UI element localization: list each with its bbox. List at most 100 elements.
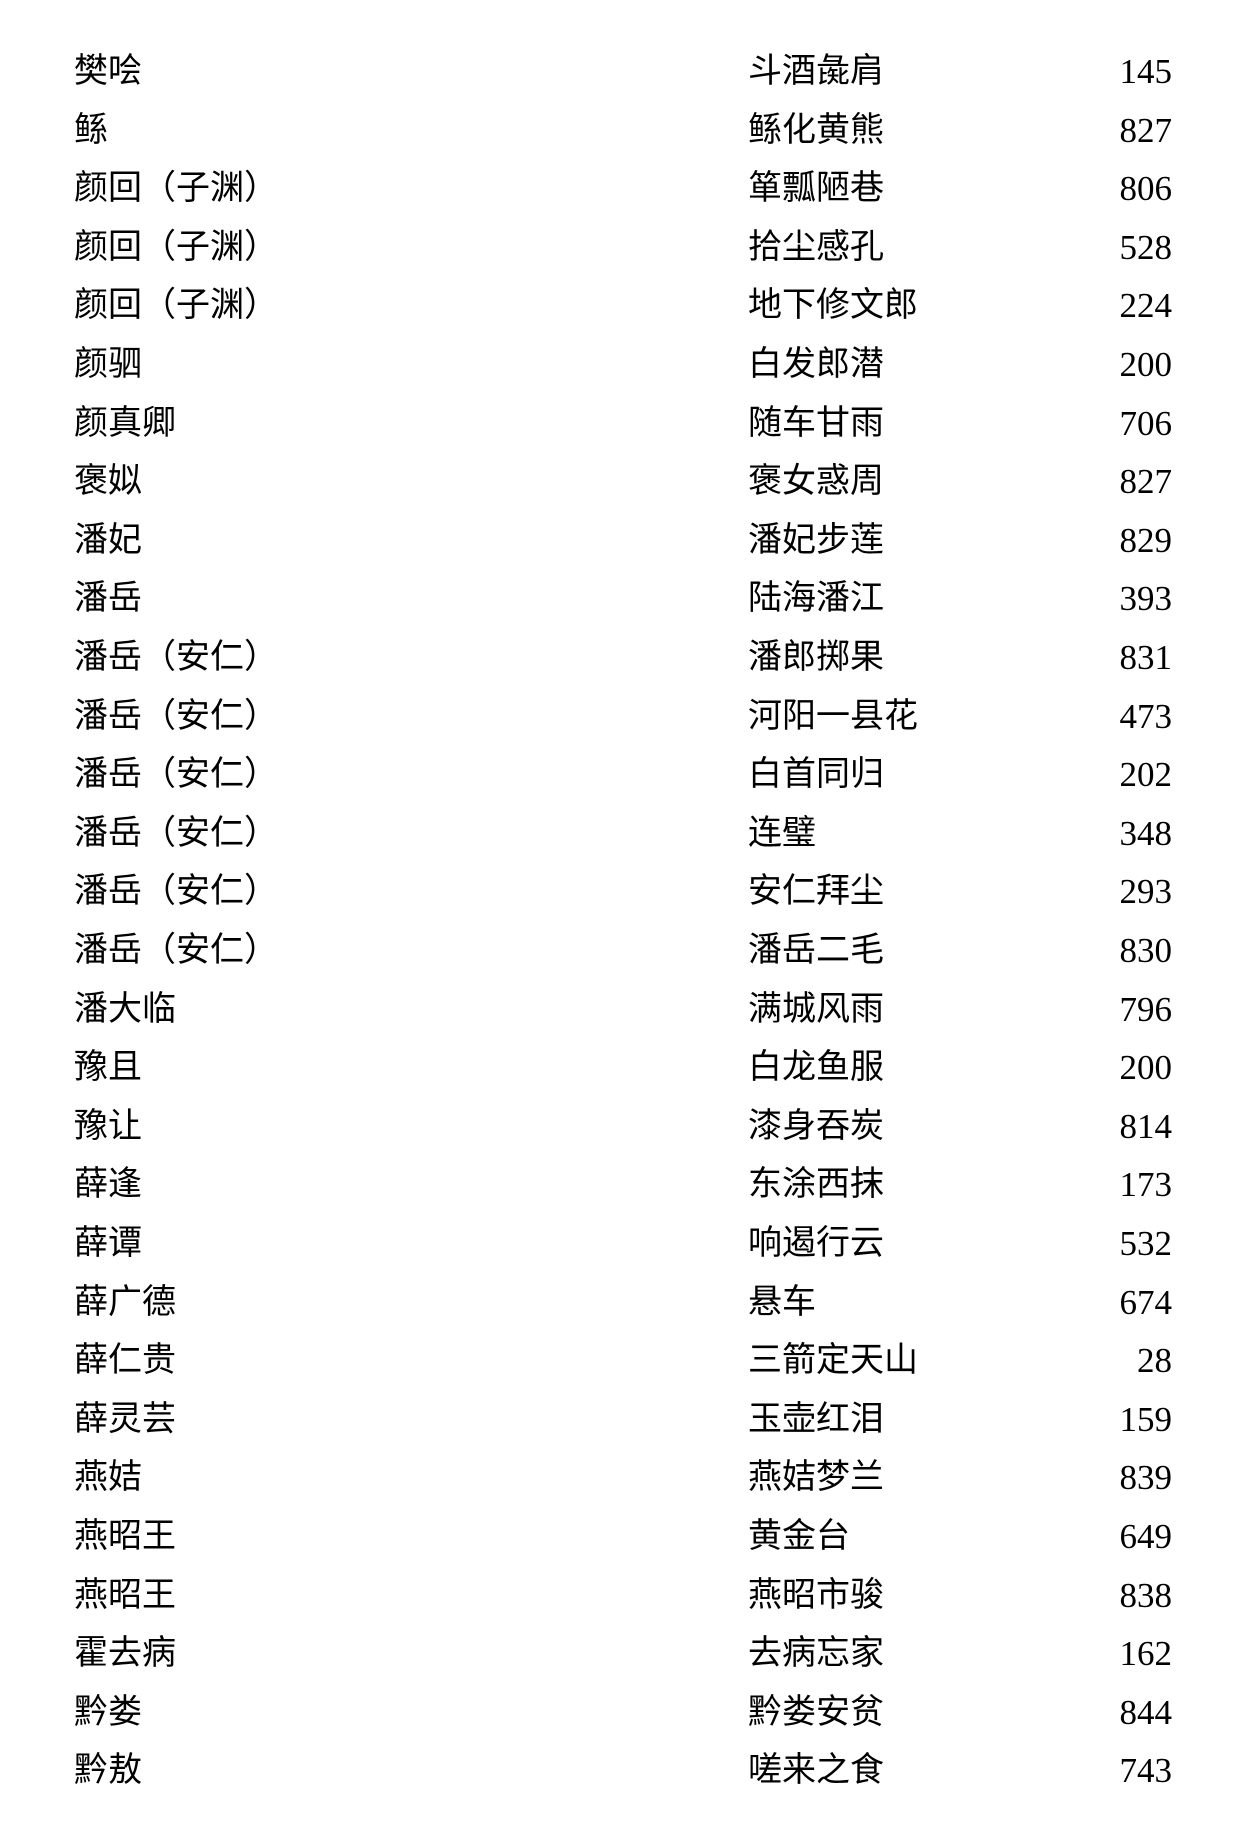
page-number: 839 [1119,1458,1173,1498]
index-entry: 潘岳（安仁） 潘岳二毛 830 [0,926,1235,976]
person-name: 霍去病 [74,1635,176,1673]
page-number: 173 [1119,1165,1173,1205]
page-number: 532 [1119,1224,1173,1263]
page-number: 293 [1119,872,1173,912]
page-number: 348 [1119,813,1173,853]
index-entry: 薛广德 悬车 674 [0,1278,1235,1328]
idiom-text: 玉壶红泪 [748,1400,884,1438]
idiom-text: 安仁拜尘 [748,873,884,911]
index-entry: 潘岳（安仁） 白首同归 202 [0,750,1235,800]
index-entry: 豫且 白龙鱼服 200 [0,1043,1235,1093]
index-entry: 潘妃 潘妃步莲 829 [0,516,1235,566]
page-number: 827 [1119,110,1173,150]
index-entry: 燕昭王 黄金台 649 [0,1512,1235,1562]
idiom-text: 三箭定天山 [748,1342,918,1380]
idiom-text: 地下修文郎 [748,287,918,325]
index-entry: 潘岳 陆海潘江 393 [0,574,1235,624]
index-entry: 豫让 漆身吞炭 814 [0,1102,1235,1152]
person-name: 潘岳（安仁） [74,814,278,852]
index-entry: 霍去病 去病忘家 162 [0,1629,1235,1679]
page-number: 473 [1119,696,1173,736]
index-entry: 鲧 鲧化黄熊 827 [0,106,1235,156]
person-name: 樊哙 [74,53,142,90]
index-entry: 薛逢 东涂西抹 173 [0,1160,1235,1210]
index-entry: 潘岳（安仁） 河阳一县花 473 [0,692,1235,742]
index-entry: 颜驷 白发郎潜 200 [0,340,1235,390]
person-name: 黔敖 [74,1752,142,1790]
index-entry: 薛仁贵 三箭定天山 28 [0,1336,1235,1386]
index-entry: 黔娄 黔娄安贫 844 [0,1688,1235,1738]
page-number: 224 [1119,286,1173,326]
idiom-text: 斗酒彘肩 [748,53,884,90]
person-name: 潘岳（安仁） [74,873,278,911]
page-number: 393 [1119,579,1173,619]
index-entry: 潘岳（安仁） 连璧 348 [0,809,1235,859]
page-number: 814 [1119,1106,1173,1146]
person-name: 潘岳 [74,580,142,618]
person-name: 褒姒 [74,463,142,501]
idiom-text: 白首同归 [748,756,884,794]
idiom-text: 响遏行云 [748,1225,884,1262]
page-number: 159 [1119,1399,1173,1439]
page-number: 844 [1119,1692,1173,1732]
index-entry: 燕姞 燕姞梦兰 839 [0,1453,1235,1503]
person-name: 颜真卿 [74,404,176,442]
idiom-text: 潘岳二毛 [748,932,884,969]
person-name: 潘岳（安仁） [74,932,278,969]
person-name: 颜回（子渊） [74,287,278,325]
index-entry: 颜真卿 随车甘雨 706 [0,399,1235,449]
page-number: 674 [1119,1282,1173,1322]
person-name: 薛逢 [74,1166,142,1204]
person-name: 燕昭王 [74,1576,176,1614]
idiom-text: 东涂西抹 [748,1166,884,1204]
page-number: 162 [1119,1634,1173,1674]
idiom-text: 箪瓢陋巷 [748,170,884,208]
index-entry: 潘岳（安仁） 潘郎掷果 831 [0,633,1235,683]
idiom-text: 嗟来之食 [748,1752,884,1790]
page-number: 806 [1119,169,1173,209]
person-name: 燕姞 [74,1459,142,1497]
page-number: 202 [1119,755,1173,795]
person-name: 薛广德 [74,1283,176,1321]
person-name: 薛灵芸 [74,1400,176,1438]
person-name: 颜回（子渊） [74,228,278,266]
page-number: 838 [1119,1575,1173,1615]
page-number: 796 [1119,989,1173,1029]
index-entry: 黔敖 嗟来之食 743 [0,1746,1235,1796]
page-number: 706 [1119,403,1173,443]
person-name: 豫让 [74,1107,142,1145]
person-name: 豫且 [74,1049,142,1087]
page-number: 831 [1119,638,1173,677]
page-number: 649 [1119,1517,1173,1556]
person-name: 黔娄 [74,1693,142,1731]
idiom-text: 褒女惑周 [748,463,884,501]
idiom-text: 拾尘感孔 [748,228,884,266]
idiom-text: 满城风雨 [748,990,884,1028]
page-number: 830 [1119,931,1173,970]
index-entry: 樊哙 斗酒彘肩 145 [0,47,1235,97]
idiom-text: 漆身吞炭 [748,1107,884,1145]
index-entry: 潘大临 满城风雨 796 [0,985,1235,1035]
person-name: 潘岳（安仁） [74,639,278,676]
person-name: 颜回（子渊） [74,170,278,208]
person-name: 颜驷 [74,346,142,383]
person-name: 薛谭 [74,1225,142,1262]
person-name: 潘妃 [74,521,142,559]
idiom-text: 潘郎掷果 [748,639,884,676]
idiom-text: 鲧化黄熊 [748,111,884,149]
idiom-text: 悬车 [748,1283,816,1321]
person-name: 潘岳（安仁） [74,697,278,735]
idiom-text: 白龙鱼服 [748,1049,884,1087]
index-entry: 薛灵芸 玉壶红泪 159 [0,1395,1235,1445]
idiom-text: 潘妃步莲 [748,521,884,559]
index-entry: 颜回（子渊） 地下修文郎 224 [0,281,1235,331]
index-entry: 颜回（子渊） 拾尘感孔 528 [0,223,1235,273]
idiom-text: 燕姞梦兰 [748,1459,884,1497]
page-number: 829 [1119,520,1173,560]
idiom-text: 随车甘雨 [748,404,884,442]
page-number: 200 [1119,345,1173,384]
index-entry: 燕昭王 燕昭市骏 838 [0,1571,1235,1621]
person-name: 潘大临 [74,990,176,1028]
page-number: 145 [1119,52,1173,91]
index-entry: 颜回（子渊） 箪瓢陋巷 806 [0,164,1235,214]
